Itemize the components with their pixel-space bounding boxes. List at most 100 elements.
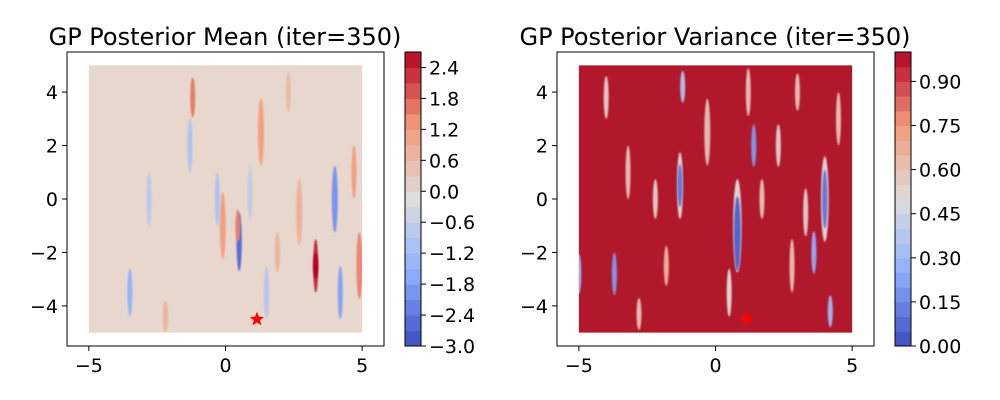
colorbar-band xyxy=(895,66,911,82)
colorbar-band xyxy=(405,113,421,130)
x-tick-label: 0 xyxy=(709,355,721,377)
heatmap-streak xyxy=(258,98,265,166)
colorbar-tick-label: 0.30 xyxy=(919,248,961,270)
y-tick-label: 4 xyxy=(46,82,58,104)
colorbar-band xyxy=(405,52,421,68)
colorbar-band xyxy=(405,253,421,270)
heatmap-streak xyxy=(285,72,291,113)
heatmap-streak xyxy=(677,164,683,208)
colorbar-band xyxy=(895,213,911,229)
colorbar-band xyxy=(895,125,911,141)
colorbar-band xyxy=(895,169,911,185)
heatmap-streak xyxy=(190,77,196,118)
heatmap-streak xyxy=(835,92,841,146)
chart-panel-variance: GP Posterior Variance (iter=350) −5 0 5 4 2 0… xyxy=(519,23,961,377)
colorbar-band xyxy=(405,129,421,146)
colorbar-band xyxy=(405,144,421,161)
colorbar-band xyxy=(895,243,911,259)
colorbar-tick-label: 0.90 xyxy=(919,71,961,93)
heatmap-streak xyxy=(331,165,338,233)
colorbar-band xyxy=(895,96,911,112)
colorbar-band xyxy=(405,206,421,223)
y-tick-label: 4 xyxy=(536,82,548,104)
heatmap-streak xyxy=(337,265,343,320)
heatmap-streak xyxy=(263,265,269,320)
colorbar-band xyxy=(405,191,421,208)
colorbar-band xyxy=(405,67,421,84)
colorbar-tick-label: 0.6 xyxy=(429,150,459,172)
colorbar-band xyxy=(405,222,421,239)
heatmap-streak xyxy=(663,245,669,286)
colorbar-band xyxy=(895,301,911,318)
heatmap-streak xyxy=(162,300,168,333)
colorbar-band xyxy=(405,98,421,115)
plot-area: −5 0 5 4 2 0 −2 −4 xyxy=(30,51,385,377)
heatmap-streak xyxy=(127,268,133,317)
colorbar-tick-label: −1.2 xyxy=(429,243,475,265)
x-tick-label: 0 xyxy=(219,355,231,377)
colorbar-band xyxy=(405,299,421,316)
heatmap-streak xyxy=(652,178,658,220)
colorbar-band xyxy=(895,154,911,171)
colorbar-band xyxy=(405,268,421,285)
colorbar-tick-label: −1.8 xyxy=(429,274,475,296)
colorbar-band xyxy=(895,316,911,332)
colorbar-tick-label: −2.4 xyxy=(429,305,475,327)
heatmap-streak xyxy=(745,68,751,117)
heatmap-streak xyxy=(187,118,193,173)
colorbar-frame xyxy=(894,51,912,347)
x-tick-label: −5 xyxy=(565,355,593,377)
heatmap-streak xyxy=(578,253,582,294)
colorbar-band xyxy=(895,184,911,200)
heatmap-streak xyxy=(146,172,152,226)
heatmap-streak xyxy=(313,252,319,280)
heatmap-streak xyxy=(803,188,809,237)
colorbar-band xyxy=(405,330,421,347)
heatmap-streak xyxy=(247,166,253,221)
colorbar-band xyxy=(895,199,911,215)
heatmap-streak xyxy=(789,239,795,293)
heatmap-streak xyxy=(775,124,781,167)
heatmap-streak xyxy=(625,145,631,199)
colorbar-band xyxy=(405,237,421,254)
colorbar-tick-label: 2.4 xyxy=(429,57,459,79)
colorbar-band xyxy=(405,315,421,332)
colorbar-tick-label: 1.8 xyxy=(429,88,459,110)
heatmap-streak xyxy=(636,297,642,330)
colorbar-band xyxy=(895,272,911,288)
x-tick-label: −5 xyxy=(75,355,103,377)
colorbar-band xyxy=(895,287,911,303)
y-tick-label: 2 xyxy=(46,136,58,158)
heatmap-streak xyxy=(274,232,280,273)
heatmap-streak xyxy=(811,231,817,274)
colorbar-tick-label: −0.6 xyxy=(429,212,475,234)
colorbar-band xyxy=(895,110,911,126)
heatmap-streak xyxy=(356,232,363,300)
heatmap-streak xyxy=(235,209,241,242)
chart-title: GP Posterior Variance (iter=350) xyxy=(519,23,910,51)
y-tick-label: 0 xyxy=(46,189,58,211)
colorbar-band xyxy=(405,284,421,301)
heatmap-streak xyxy=(680,70,686,103)
colorbar-tick-label: 1.2 xyxy=(429,119,459,141)
colorbar-tick-label: 0.15 xyxy=(919,292,961,314)
chart-title: GP Posterior Mean (iter=350) xyxy=(49,23,402,51)
colorbar-frame xyxy=(404,51,422,347)
colorbar-tick-label: 0.45 xyxy=(919,204,961,226)
best-point-marker xyxy=(739,311,755,326)
heatmap-streak xyxy=(219,192,226,260)
colorbar-band xyxy=(405,82,421,99)
heatmap-streak xyxy=(759,178,765,220)
heatmap-streak xyxy=(704,98,711,166)
heatmap-streak xyxy=(822,169,828,229)
colorbar-band xyxy=(405,160,421,177)
y-tick-label: 2 xyxy=(536,136,548,158)
y-tick-label: −2 xyxy=(30,242,58,264)
colorbar-band xyxy=(895,331,911,347)
colorbar-band xyxy=(895,52,911,68)
colorbar-tick-label: −3.0 xyxy=(429,336,475,358)
heatmap-streak xyxy=(603,76,609,119)
heatmap-background xyxy=(578,65,853,333)
heatmap-streak xyxy=(296,178,303,246)
heatmap-streak xyxy=(611,252,617,296)
